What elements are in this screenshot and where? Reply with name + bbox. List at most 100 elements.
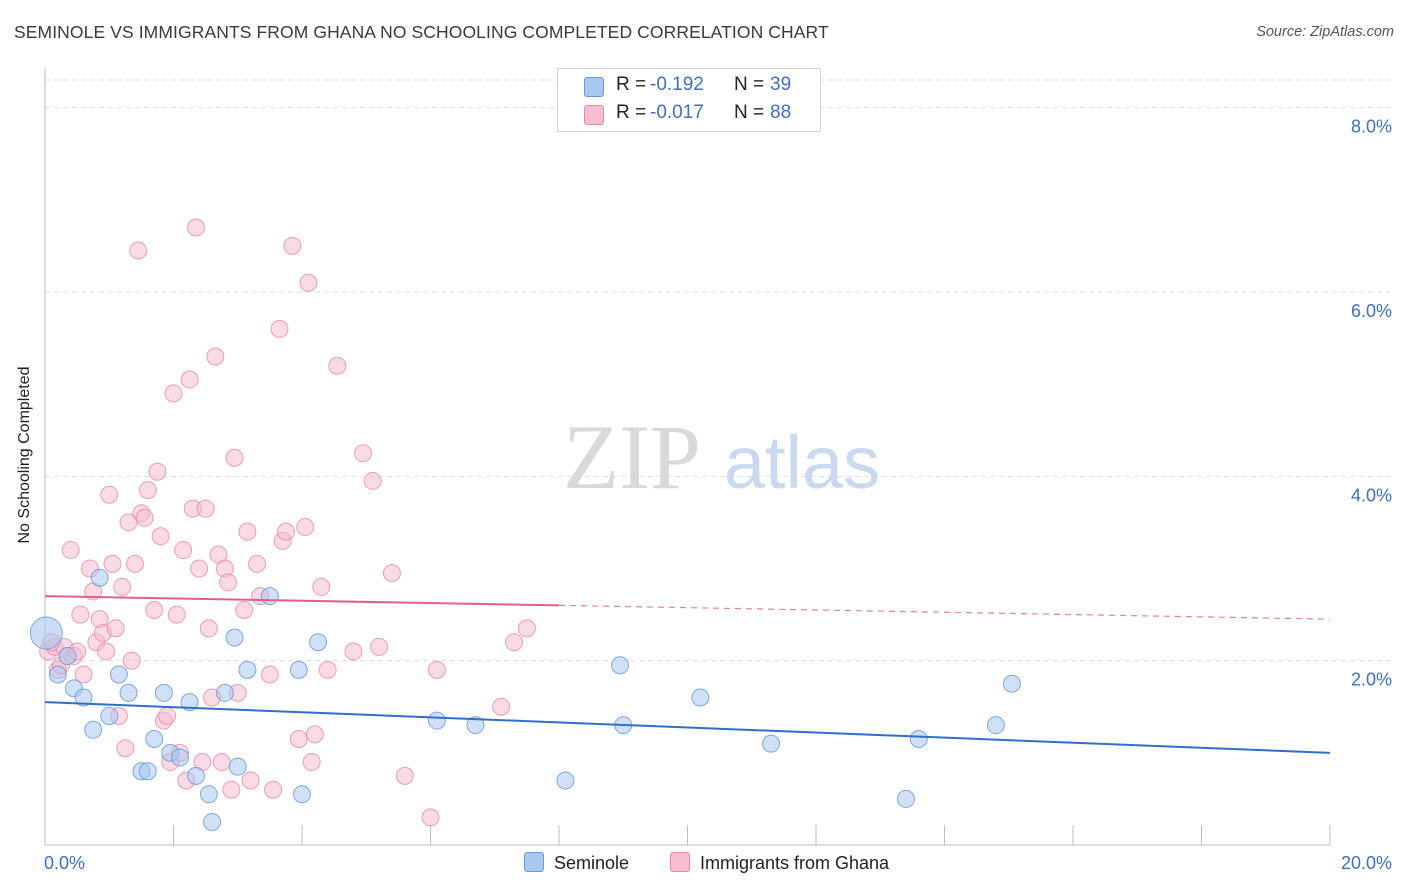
seminole-point [986,716,1005,735]
seminole-point [466,716,485,735]
ghana-point [305,725,324,744]
ghana-point [328,356,347,375]
y-tick-label: 6.0% [1351,301,1392,321]
ghana-point [174,541,193,560]
ghana-point [344,642,363,661]
ghana-point [296,518,315,537]
seminole-trend-line [44,701,1331,754]
seminole-point [109,665,128,684]
ghana-point [186,218,205,237]
ghana-point [106,619,125,638]
ghana-point [199,619,218,638]
ghana-point [138,481,157,500]
n-label: N = [734,102,765,123]
watermark: ZIP atlas [563,406,880,508]
seminole-point [100,706,119,725]
ghana-point [421,808,440,827]
seminole-point [186,766,205,785]
seminole-point [180,693,199,712]
legend-item-seminole: Seminole [524,852,629,874]
seminole-point [74,688,93,707]
ghana-point [276,522,295,541]
ghana-point [283,236,302,255]
ghana-point [222,780,241,799]
ghana-point [238,522,257,541]
ghana-trend-extension [558,604,1331,620]
ghana-point [125,554,144,573]
r-label: R = [616,74,647,95]
ghana-point [180,370,199,389]
ghana-swatch [670,852,690,872]
seminole-point [909,730,928,749]
ghana-point [270,319,289,338]
ghana-swatch [584,105,604,125]
ghana-point [505,633,524,652]
ghana-point [212,753,231,772]
y-tick-label: 4.0% [1351,485,1392,505]
seminole-point [145,730,164,749]
ghana-point [122,651,141,670]
r-value: -0.192 [650,74,704,95]
y-tick-label: 8.0% [1351,117,1392,137]
seminole-point [203,812,222,831]
chart-title: SEMINOLE VS IMMIGRANTS FROM GHANA NO SCH… [14,22,829,42]
ghana-point [248,554,267,573]
ghana-point [264,780,283,799]
ghana-point [427,660,446,679]
seminole-point [29,616,63,650]
source-label: Source: ZipAtlas.com [1256,24,1394,40]
seminole-point [119,683,138,702]
ghana-point [145,600,164,619]
ghana-point [363,471,382,490]
n-value: 88 [770,102,792,123]
seminole-point [58,647,77,666]
ghana-point [225,448,244,467]
legend-label-ghana: Immigrants from Ghana [700,853,890,873]
axes: 0.0% 20.0% [44,68,1392,873]
trend-lines [44,595,1331,754]
ghana-point [219,573,238,592]
ghana-point [235,600,254,619]
ghana-point [100,485,119,504]
ghana-trend-line [44,595,560,607]
seminole-point [293,785,311,804]
legend-label-seminole: Seminole [554,853,630,873]
seminole-swatch [524,852,544,872]
ghana-point [164,384,183,403]
ghana-point [318,660,337,679]
ghana-point [135,508,154,527]
watermark-atlas: atlas [724,421,880,504]
seminole-point [1002,674,1021,693]
legend: R = -0.192 N = 39 R = -0.017 N = 88 [557,68,821,132]
seminole-point [427,711,446,730]
ghana-point [61,541,80,560]
grid-lines [45,79,1392,662]
ghana-point [206,347,225,366]
r-label: R = [616,102,647,123]
seminole-point [84,720,103,739]
ghana-point [517,619,536,638]
ghana-point [395,766,414,785]
seminole-point [154,683,173,702]
ghana-point [241,771,260,790]
seminole-point [762,734,781,753]
ghana-points [39,218,536,827]
seminole-swatch [584,77,604,97]
ghana-point [302,753,321,772]
ghana-point [116,739,135,758]
y-tick-label: 2.0% [1351,670,1392,690]
ghana-point [312,577,331,596]
seminole-point [90,568,109,587]
ghana-point [382,564,401,583]
n-label: N = [734,74,765,95]
ghana-point [103,554,122,573]
seminole-point [260,587,279,606]
seminole-point [611,656,630,675]
ghana-point [492,697,511,716]
watermark-zip: ZIP [563,406,701,508]
seminole-point [48,665,67,684]
ghana-point [196,499,215,518]
ghana-point [74,665,93,684]
ghana-point [289,730,308,749]
seminole-point [289,660,308,679]
